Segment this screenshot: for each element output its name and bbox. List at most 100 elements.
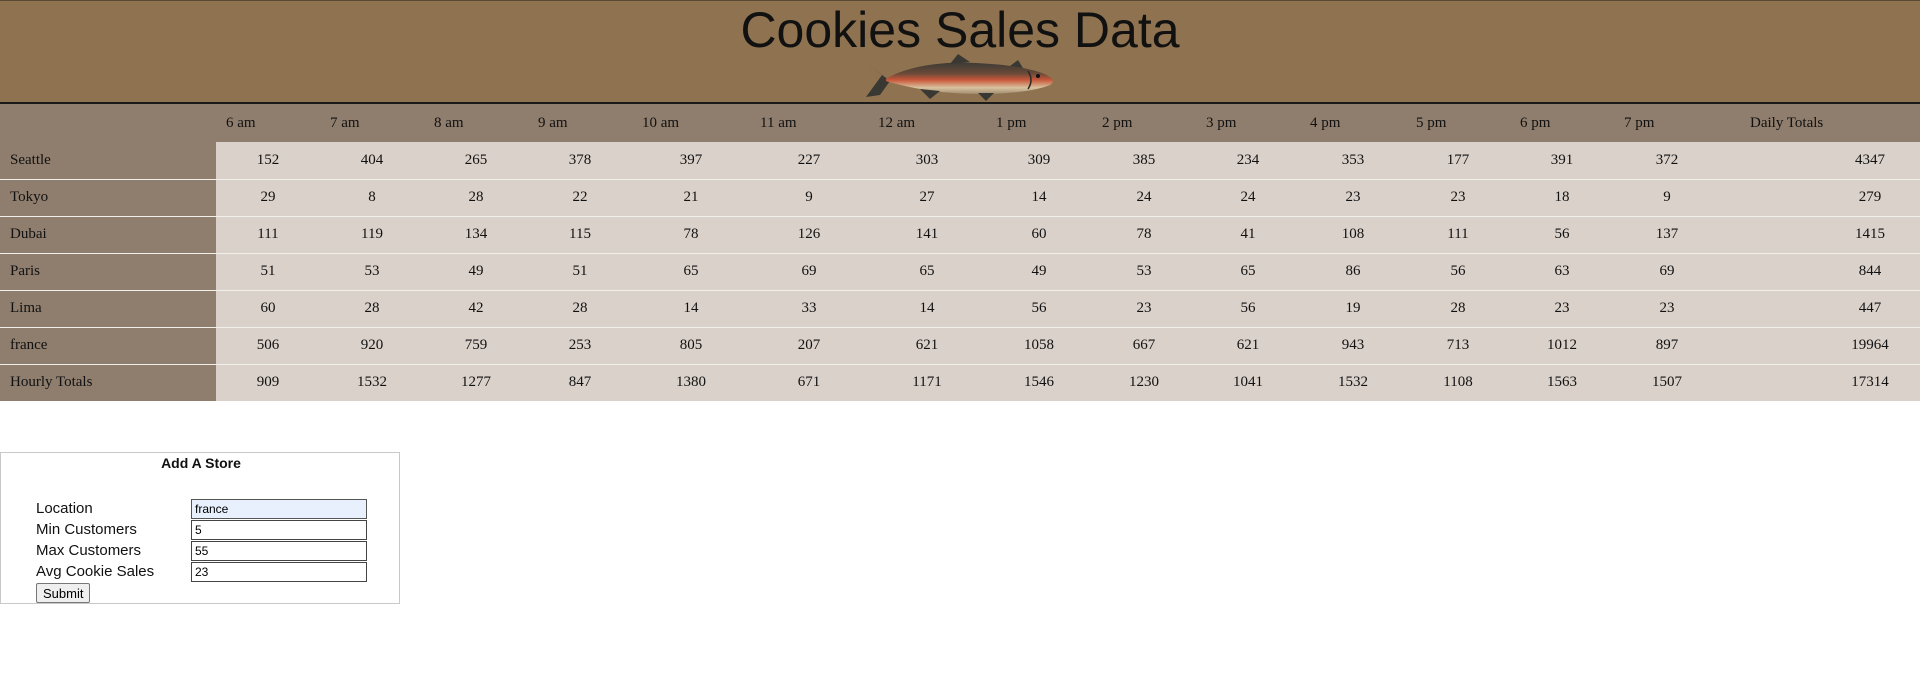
hour-sales-cell: 1171 [868,364,986,401]
hour-sales-cell: 1507 [1614,364,1720,401]
header-hour: 9 am [528,104,632,142]
row-location-label: Seattle [0,142,216,180]
hour-sales-cell: 1058 [986,327,1092,365]
hour-sales-cell: 1277 [424,364,528,401]
hour-sales-cell: 1546 [986,364,1092,401]
hour-sales-cell: 22 [528,179,632,217]
table-row: Paris 51 53 49 51 65 69 65 49 53 65 86 56 63 69 844 [0,253,1920,291]
hour-sales-cell: 28 [528,290,632,328]
hour-sales-cell: 69 [750,253,868,291]
hour-sales-cell: 111 [1406,216,1510,254]
submit-button[interactable]: Submit [36,583,91,603]
daily-total-cell: 844 [1720,253,1920,291]
header-hour: 7 pm [1614,104,1720,142]
header-daily-totals: Daily Totals [1720,104,1920,142]
hour-sales-cell: 353 [1300,142,1406,180]
hour-sales-cell: 65 [868,253,986,291]
hour-sales-cell: 69 [1614,253,1720,291]
hour-sales-cell: 115 [528,216,632,254]
hour-sales-cell: 126 [750,216,868,254]
avg-cookie-sales-input[interactable] [191,562,367,582]
hour-sales-cell: 27 [868,179,986,217]
hour-sales-cell: 909 [216,364,320,401]
hour-sales-cell: 18 [1510,179,1614,217]
hour-sales-cell: 667 [1092,327,1196,365]
hour-sales-cell: 111 [216,216,320,254]
hour-sales-cell: 1230 [1092,364,1196,401]
row-location-label: Tokyo [0,179,216,217]
salmon-image [864,54,1053,101]
hour-sales-cell: 119 [320,216,424,254]
hour-sales-cell: 42 [424,290,528,328]
header-hour: 1 pm [986,104,1092,142]
hour-sales-cell: 671 [750,364,868,401]
hour-sales-cell: 14 [986,179,1092,217]
hour-sales-cell: 397 [632,142,750,180]
avg-cookie-sales-label: Avg Cookie Sales [36,563,155,580]
hour-sales-cell: 63 [1510,253,1614,291]
hour-sales-cell: 897 [1614,327,1720,365]
table-row: Seattle 152 404 265 378 397 227 303 309 385 234 353… [0,142,1920,180]
hour-sales-cell: 227 [750,142,868,180]
hour-sales-cell: 847 [528,364,632,401]
hour-sales-cell: 303 [868,142,986,180]
hour-sales-cell: 943 [1300,327,1406,365]
hour-sales-cell: 24 [1196,179,1300,217]
hour-sales-cell: 1563 [1510,364,1614,401]
hour-sales-cell: 23 [1092,290,1196,328]
avg-cookie-sales-row: Avg Cookie Sales [36,562,367,582]
daily-total-cell: 17314 [1720,364,1920,401]
row-location-label: Hourly Totals [0,364,216,401]
daily-total-cell: 1415 [1720,216,1920,254]
hour-sales-cell: 234 [1196,142,1300,180]
hour-sales-cell: 21 [632,179,750,217]
header-hour: 2 pm [1092,104,1196,142]
hour-sales-cell: 24 [1092,179,1196,217]
hour-sales-cell: 56 [986,290,1092,328]
hour-sales-cell: 29 [216,179,320,217]
hour-sales-cell: 134 [424,216,528,254]
hour-sales-cell: 1380 [632,364,750,401]
location-input[interactable] [191,499,367,519]
hour-sales-cell: 265 [424,142,528,180]
hour-sales-cell: 23 [1300,179,1406,217]
hour-sales-cell: 51 [528,253,632,291]
hour-sales-cell: 309 [986,142,1092,180]
hour-sales-cell: 713 [1406,327,1510,365]
hour-sales-cell: 506 [216,327,320,365]
daily-total-cell: 279 [1720,179,1920,217]
hour-sales-cell: 378 [528,142,632,180]
max-customers-input[interactable] [191,541,367,561]
hour-sales-cell: 60 [986,216,1092,254]
hour-sales-cell: 23 [1510,290,1614,328]
row-location-label: Lima [0,290,216,328]
header-hour: 12 am [868,104,986,142]
min-customers-input[interactable] [191,520,367,540]
hour-sales-cell: 49 [986,253,1092,291]
hour-sales-cell: 41 [1196,216,1300,254]
header-hour: 8 am [424,104,528,142]
hour-sales-cell: 9 [1614,179,1720,217]
row-location-label: france [0,327,216,365]
page-header: Cookies Sales Data [0,0,1920,104]
hour-sales-cell: 86 [1300,253,1406,291]
max-customers-label: Max Customers [36,542,142,559]
daily-total-cell: 447 [1720,290,1920,328]
min-customers-row: Min Customers [36,520,367,540]
header-hour: 7 am [320,104,424,142]
hour-sales-cell: 65 [1196,253,1300,291]
hour-sales-cell: 28 [1406,290,1510,328]
hour-sales-cell: 253 [528,327,632,365]
hour-sales-cell: 1108 [1406,364,1510,401]
hour-sales-cell: 9 [750,179,868,217]
header-hour: 5 pm [1406,104,1510,142]
row-location-label: Dubai [0,216,216,254]
hour-sales-cell: 53 [1092,253,1196,291]
hour-sales-cell: 14 [632,290,750,328]
hour-sales-cell: 177 [1406,142,1510,180]
hour-sales-cell: 8 [320,179,424,217]
hour-sales-cell: 78 [1092,216,1196,254]
row-location-label: Paris [0,253,216,291]
table-header-row: 6 am 7 am 8 am 9 am 10 am 11 am 12 am 1 … [0,104,1920,142]
hour-sales-cell: 920 [320,327,424,365]
